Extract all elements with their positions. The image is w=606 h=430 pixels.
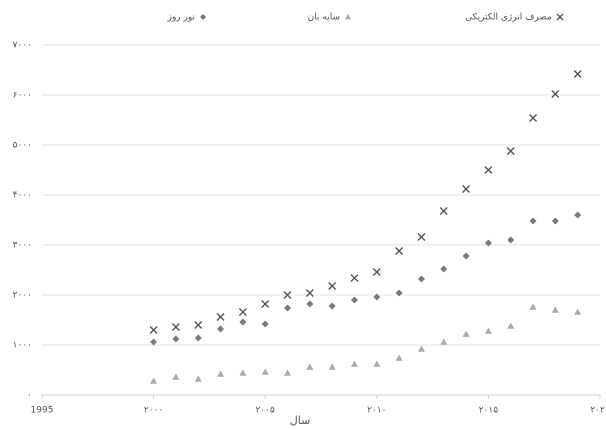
- y-tick-label: ۲۰۰۰: [13, 291, 32, 301]
- legend-marker: [556, 13, 564, 21]
- data-point: [506, 147, 515, 155]
- data-point: [551, 217, 559, 225]
- data-point: [551, 90, 560, 98]
- data-point: [194, 375, 202, 382]
- y-tick-label: ۳۰۰۰: [13, 241, 32, 251]
- x-tick-label: ۲۰۱۵: [479, 406, 499, 416]
- data-point: [350, 360, 358, 367]
- data-point: [350, 274, 359, 282]
- data-point: [306, 363, 314, 370]
- data-point: [395, 247, 404, 255]
- data-point: [439, 207, 448, 215]
- data-point: [529, 114, 538, 122]
- data-point: [462, 185, 471, 193]
- data-point: [149, 326, 158, 334]
- data-point: [328, 363, 336, 370]
- legend-marker: [345, 14, 351, 20]
- y-tick-label: ۰: [27, 391, 32, 401]
- data-point: [238, 308, 247, 316]
- legend-label: مصرف انرژی الکتریکی: [465, 13, 552, 23]
- data-point: [283, 291, 292, 299]
- data-point: [217, 370, 225, 377]
- data-point: [507, 322, 515, 329]
- data-point: [373, 293, 381, 301]
- data-point: [328, 302, 336, 310]
- data-point: [417, 345, 425, 352]
- legend-label: سایه بان: [308, 13, 340, 23]
- data-point: [551, 306, 559, 313]
- data-point: [440, 338, 448, 345]
- data-point: [172, 335, 180, 343]
- data-point: [484, 327, 492, 334]
- x-tick-label: 1995: [31, 406, 54, 416]
- data-point: [172, 373, 180, 380]
- data-point: [417, 233, 426, 241]
- data-point: [306, 300, 314, 308]
- data-point: [529, 217, 537, 225]
- y-tick-label: ۴۰۰۰: [13, 191, 32, 201]
- legend-label: نور روز: [167, 13, 195, 23]
- data-point: [440, 265, 448, 273]
- x-tick-label: ۲۰۰۵: [256, 406, 276, 416]
- data-point: [216, 313, 225, 321]
- data-point: [573, 70, 582, 78]
- data-point: [305, 289, 314, 297]
- data-point: [350, 296, 358, 304]
- data-point: [417, 275, 425, 283]
- data-point: [529, 303, 537, 310]
- data-point: [372, 268, 381, 276]
- data-point: [261, 320, 269, 328]
- y-tick-label: ۷۰۰۰: [13, 41, 32, 51]
- data-point: [574, 211, 582, 219]
- data-point: [507, 236, 515, 244]
- y-tick-label: ۵۰۰۰: [13, 141, 32, 151]
- data-point: [194, 334, 202, 342]
- data-point: [462, 330, 470, 337]
- data-point: [239, 318, 247, 326]
- data-point: [574, 308, 582, 315]
- data-point: [395, 354, 403, 361]
- data-point: [150, 338, 158, 346]
- x-axis-label: سال: [290, 414, 311, 427]
- data-point: [217, 325, 225, 333]
- y-tick-label: ۱۰۰۰: [13, 341, 32, 351]
- x-tick-label: ۲۰۲۰: [590, 406, 606, 416]
- x-tick-label: ۲۰۰۰: [144, 406, 163, 416]
- data-point: [239, 369, 247, 376]
- legend-marker: [200, 14, 206, 20]
- data-point: [194, 321, 203, 329]
- data-point: [261, 300, 270, 308]
- data-point: [462, 252, 470, 260]
- data-point: [484, 166, 493, 174]
- x-tick-label: ۲۰۱۰: [367, 406, 386, 416]
- data-point: [395, 289, 403, 297]
- data-point: [171, 323, 180, 331]
- data-point: [373, 360, 381, 367]
- data-point: [261, 368, 269, 375]
- data-point: [484, 239, 492, 247]
- data-point: [284, 304, 292, 312]
- data-point: [328, 282, 337, 290]
- y-tick-label: ۶۰۰۰: [13, 91, 32, 101]
- data-point: [150, 377, 158, 384]
- data-point: [284, 369, 292, 376]
